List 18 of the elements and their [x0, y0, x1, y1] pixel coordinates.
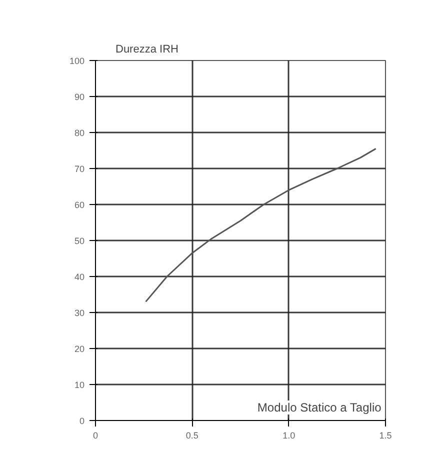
- x-tick-label: 0.5: [186, 430, 198, 440]
- x-axis-title: Modulo Statico a Taglio: [257, 400, 382, 414]
- x-tick-label: 1.0: [282, 430, 296, 440]
- y-axis-title: Durezza IRH: [116, 44, 179, 56]
- y-tick-label: 100: [69, 56, 85, 66]
- y-tick-label: 70: [74, 164, 85, 174]
- y-tick-label: 60: [74, 200, 85, 210]
- x-tick-label: 0: [92, 430, 98, 440]
- y-tick-label: 40: [74, 272, 85, 282]
- y-tick-label: 30: [74, 308, 85, 318]
- x-tick-label: 1.5: [379, 430, 392, 440]
- y-tick-label: 80: [74, 128, 85, 138]
- y-tick-label: 90: [74, 92, 85, 102]
- y-tick-label: 20: [74, 344, 85, 354]
- y-tick-label: 50: [74, 236, 85, 246]
- y-tick-label: 0: [79, 416, 85, 426]
- y-tick-label: 10: [74, 380, 85, 390]
- line-series: [145, 148, 377, 302]
